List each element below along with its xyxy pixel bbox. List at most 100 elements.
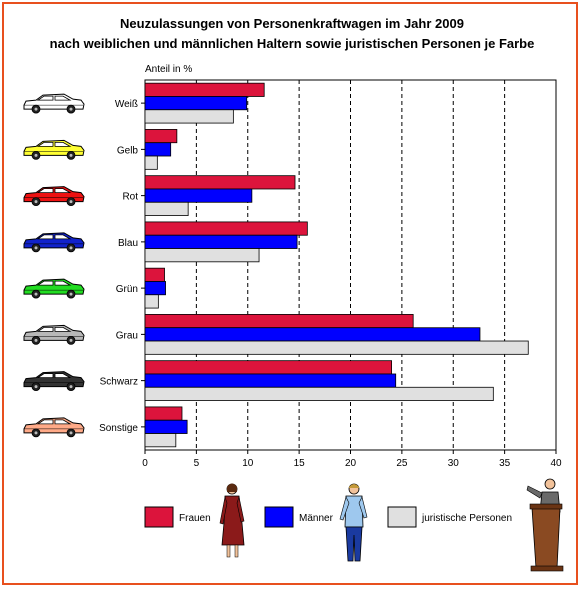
car-icon [23, 371, 85, 392]
legend-label: Frauen [179, 513, 211, 524]
car-hubcap [34, 338, 38, 342]
bar-juristisch [144, 201, 189, 216]
car-icon [23, 324, 85, 345]
car-window [36, 373, 54, 379]
car-hubcap [34, 431, 38, 435]
bar-frauen [144, 267, 165, 282]
bar-maenner [144, 188, 253, 203]
car-window [54, 95, 72, 101]
bar-frauen [144, 82, 265, 97]
figure-arm [526, 485, 543, 499]
car-window [54, 419, 72, 425]
title-line-1: Neuzulassungen von Personenkraftwagen im… [120, 16, 464, 31]
car-hubcap [34, 200, 38, 204]
legend-label: Männer [299, 513, 334, 524]
x-tick-label: 20 [345, 458, 357, 469]
lectern-base [530, 565, 564, 572]
car-window [36, 326, 54, 332]
bar-juristisch [144, 386, 494, 401]
category-label: Rot [122, 192, 138, 203]
car-icon [23, 93, 85, 114]
bar-juristisch [144, 155, 158, 170]
category-label: Blau [118, 238, 138, 249]
x-tick-label: 5 [194, 458, 200, 469]
car-window [36, 280, 54, 286]
car-window [36, 95, 54, 101]
car-hubcap [69, 200, 73, 204]
bar-maenner [144, 281, 166, 296]
figure-leg [226, 544, 231, 558]
car-window [54, 188, 72, 194]
car-window [54, 141, 72, 147]
car-icon [23, 186, 85, 207]
x-tick-label: 35 [499, 458, 511, 469]
bar-juristisch [144, 294, 159, 309]
bar-frauen [144, 406, 183, 421]
chart-frame [2, 2, 578, 585]
figure-trousers [345, 526, 363, 562]
car-hubcap [34, 246, 38, 250]
car-icon [23, 417, 85, 438]
bar-frauen [144, 175, 296, 190]
car-hubcap [69, 107, 73, 111]
bar-frauen [144, 129, 178, 144]
legend-label: juristische Personen [421, 513, 512, 524]
category-label: Grau [116, 330, 138, 341]
x-tick-label: 0 [142, 458, 148, 469]
category-label: Sonstige [99, 423, 138, 434]
figure-hair [227, 483, 237, 492]
car-window [54, 280, 72, 286]
woman-figure [219, 483, 245, 558]
x-tick-label: 25 [396, 458, 408, 469]
car-window [54, 373, 72, 379]
car-window [36, 141, 54, 147]
car-window [36, 419, 54, 425]
category-label: Gelb [117, 145, 139, 156]
x-tick-label: 30 [448, 458, 460, 469]
car-icon [23, 232, 85, 253]
lectern-top [529, 503, 563, 510]
figure-arm [219, 495, 228, 525]
bar-maenner [144, 373, 397, 388]
axis-unit-label: Anteil in % [145, 64, 192, 75]
car-hubcap [34, 292, 38, 296]
bar-juristisch [144, 340, 529, 355]
figure-arm [236, 495, 245, 523]
figure-arm [339, 496, 350, 521]
x-tick-label: 10 [242, 458, 254, 469]
car-hubcap [69, 338, 73, 342]
figure-head [544, 478, 556, 490]
category-label: Grün [116, 284, 138, 295]
car-hubcap [69, 292, 73, 296]
bar-maenner [144, 96, 248, 111]
category-label: Weiß [115, 99, 138, 110]
chart-title: Neuzulassungen von Personenkraftwagen im… [0, 14, 584, 54]
title-line-2: nach weiblichen und männlichen Haltern s… [49, 36, 535, 51]
car-hubcap [34, 107, 38, 111]
category-label: Schwarz [100, 377, 138, 388]
speaker-figure [526, 478, 564, 572]
figure-leg [234, 544, 239, 558]
bar-juristisch [144, 109, 234, 124]
legend-swatch [264, 506, 294, 528]
car-hubcap [69, 431, 73, 435]
lectern [531, 507, 561, 569]
car-hubcap [34, 385, 38, 389]
bar-maenner [144, 234, 298, 249]
legend-swatch [144, 506, 174, 528]
bar-juristisch [144, 433, 177, 448]
car-window [54, 234, 72, 240]
x-tick-label: 15 [294, 458, 306, 469]
car-hubcap [69, 385, 73, 389]
figure-jacket [344, 495, 364, 528]
bar-frauen [144, 314, 414, 329]
legend-swatch [387, 506, 417, 528]
car-window [36, 234, 54, 240]
x-tick-label: 40 [550, 458, 562, 469]
man-figure [339, 483, 368, 562]
car-icon [23, 278, 85, 299]
figure-hair [349, 484, 359, 488]
car-window [54, 326, 72, 332]
bar-juristisch [144, 248, 260, 263]
